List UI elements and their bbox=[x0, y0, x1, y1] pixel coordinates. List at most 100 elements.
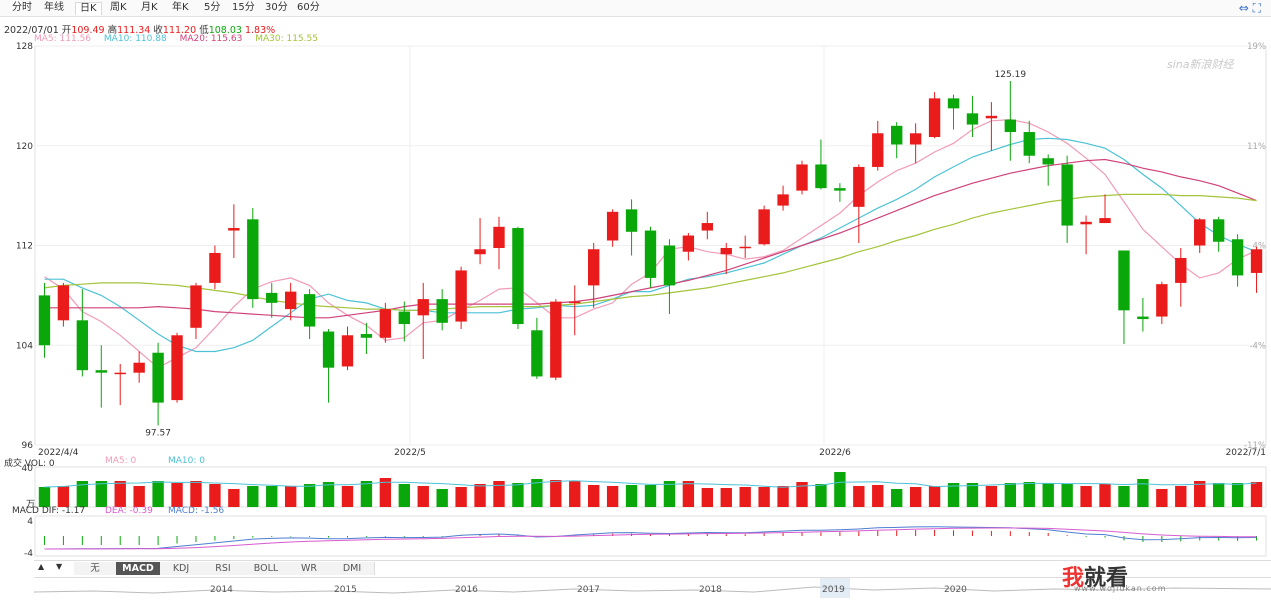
ma-line-ma10 bbox=[44, 137, 1257, 353]
close-value: 111.20 bbox=[162, 25, 197, 36]
navigator-sparkline bbox=[34, 578, 1271, 598]
volume-bar bbox=[512, 483, 524, 507]
candle-body bbox=[853, 166, 865, 207]
candle-body bbox=[625, 209, 638, 232]
volume-bar bbox=[777, 486, 789, 507]
candle-body bbox=[133, 362, 145, 373]
ma-line-ma20 bbox=[44, 158, 1257, 319]
change-value: 1.83% bbox=[244, 25, 276, 36]
candle-body bbox=[1118, 250, 1130, 311]
tab-60min[interactable]: 60分 bbox=[297, 2, 320, 13]
candle-body bbox=[644, 230, 657, 278]
volume-bar bbox=[493, 481, 505, 507]
volume-bar bbox=[663, 481, 676, 507]
nav-year-2017: 2017 bbox=[577, 585, 600, 595]
volume-bar bbox=[947, 483, 960, 507]
ma20-legend: MA20: 115.63 bbox=[179, 34, 243, 44]
tab-15min[interactable]: 15分 bbox=[232, 2, 255, 13]
period-tab-bar: 分时 年线 日K 周K 月K 年K 5分 15分 30分 60分 ⇔ ⛶ bbox=[0, 0, 1271, 17]
tab-weekly-k[interactable]: 周K bbox=[110, 2, 127, 13]
volume-bar bbox=[1212, 483, 1225, 507]
volume-bar bbox=[588, 485, 600, 507]
candle-body bbox=[228, 228, 240, 231]
volume-bar bbox=[190, 481, 202, 507]
indicator-tab-kdj[interactable]: KDJ bbox=[160, 562, 203, 575]
volume-bar bbox=[455, 487, 467, 507]
candle-body bbox=[398, 311, 410, 325]
tab-30min[interactable]: 30分 bbox=[265, 2, 288, 13]
volume-bar bbox=[682, 481, 695, 507]
scroll-up-icon[interactable]: ▲ bbox=[38, 562, 45, 571]
kline-chart[interactable]: 128 19% 120 11% 112 4% 104 -4% 96 -11% 2022/4/4 202… bbox=[0, 0, 1271, 560]
nav-year-2014: 2014 bbox=[210, 585, 233, 595]
volume-bar bbox=[985, 486, 998, 507]
x-tick-label: 2022/5 bbox=[394, 448, 426, 458]
tab-yearly-k[interactable]: 年K bbox=[172, 2, 189, 13]
high-label: 高 bbox=[107, 25, 118, 36]
ma-line-ma30 bbox=[44, 193, 1257, 311]
indicator-tab-boll[interactable]: BOLL bbox=[244, 562, 289, 575]
candle-body bbox=[38, 295, 51, 346]
candle-body bbox=[284, 291, 297, 310]
volume-bar bbox=[1175, 486, 1187, 507]
pct-tick-label: 19% bbox=[1247, 42, 1266, 52]
candle-body bbox=[266, 292, 278, 303]
candle-body bbox=[1099, 218, 1111, 224]
candle-body bbox=[928, 98, 941, 138]
volume-bar bbox=[531, 479, 543, 507]
candle-body bbox=[1004, 119, 1017, 133]
vol-value: VOL: 0 bbox=[24, 459, 55, 469]
macd-tick-label: 4 bbox=[27, 517, 33, 527]
candle-body bbox=[909, 133, 922, 145]
navigator-window[interactable] bbox=[820, 578, 850, 598]
scroll-down-icon[interactable]: ▼ bbox=[56, 562, 63, 571]
indicator-tab-rsi[interactable]: RSI bbox=[202, 562, 245, 575]
candle-body bbox=[209, 252, 221, 283]
tab-daily-k[interactable]: 日K bbox=[75, 2, 102, 15]
candle-body bbox=[985, 115, 998, 119]
volume-bar bbox=[1118, 486, 1130, 507]
macd-legend: MACD DIF: -1.17 bbox=[12, 506, 85, 516]
volume-bar bbox=[341, 486, 354, 507]
volume-bar bbox=[95, 481, 107, 507]
volume-bar bbox=[1137, 479, 1149, 507]
logo-text-red: 我 bbox=[1062, 566, 1085, 591]
tab-monthly-k[interactable]: 月K bbox=[141, 2, 158, 13]
timeline-navigator[interactable]: 2014 2015 2016 2017 2018 2019 2020 bbox=[34, 577, 1271, 598]
low-annotation: 97.57 bbox=[145, 428, 171, 438]
volume-bar bbox=[152, 481, 164, 507]
volume-bar bbox=[1099, 484, 1111, 507]
candle-body bbox=[1137, 316, 1149, 320]
ma5-legend: MA5: 111.56 bbox=[34, 34, 92, 44]
volume-bar bbox=[625, 485, 638, 507]
indicator-tab-wr[interactable]: WR bbox=[288, 562, 331, 575]
candle-body bbox=[1023, 132, 1035, 156]
volume-unit: 万 bbox=[26, 500, 36, 510]
indicator-tab-dmi[interactable]: DMI bbox=[330, 562, 375, 575]
pct-tick-label: 11% bbox=[1247, 142, 1266, 152]
macd-tick-label: -4 bbox=[24, 549, 33, 559]
candle-body bbox=[379, 309, 392, 338]
volume-bar bbox=[38, 487, 51, 507]
logo-text-black: 就看 bbox=[1084, 566, 1129, 591]
candle-body bbox=[739, 246, 751, 249]
tab-5min[interactable]: 5分 bbox=[204, 2, 221, 13]
quote-date: 2022/07/01 bbox=[4, 25, 59, 36]
candle-body bbox=[815, 164, 827, 189]
volume-bar bbox=[815, 484, 827, 507]
indicator-tab-macd[interactable]: MACD bbox=[116, 562, 161, 575]
tab-fenshi[interactable]: 分时 bbox=[12, 2, 32, 13]
volume-bar bbox=[209, 484, 221, 507]
y-tick-label: 96 bbox=[22, 441, 34, 451]
dea-value: DEA: -0.39 bbox=[105, 506, 153, 516]
fullscreen-icon[interactable]: ⛶ bbox=[1252, 1, 1261, 15]
candle-body bbox=[436, 299, 448, 323]
volume-bar bbox=[1231, 483, 1244, 507]
volume-bar bbox=[891, 489, 903, 507]
indicator-tab-none[interactable]: 无 bbox=[74, 562, 117, 575]
collapse-icon[interactable]: ⇔ bbox=[1238, 1, 1249, 15]
y-tick-label: 128 bbox=[16, 42, 33, 52]
candle-body bbox=[360, 334, 373, 338]
tab-nianxian[interactable]: 年线 bbox=[44, 2, 64, 13]
volume-bar bbox=[720, 488, 732, 507]
